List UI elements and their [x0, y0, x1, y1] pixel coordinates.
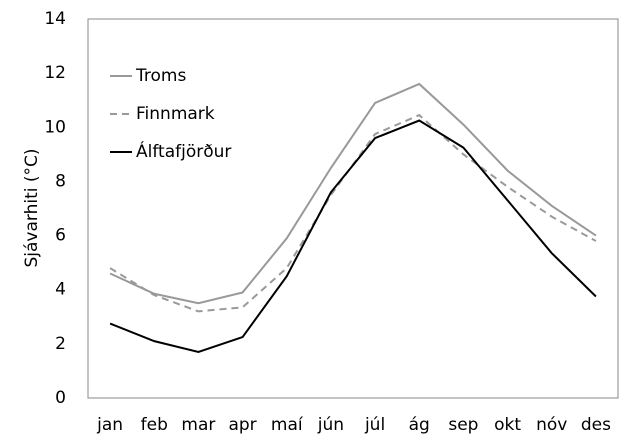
y-tick-label: 0	[55, 388, 66, 408]
y-tick-label: 6	[55, 226, 66, 246]
y-axis-label: Sjávarhiti (°C)	[22, 148, 42, 267]
y-tick-label: 4	[55, 280, 66, 300]
x-tick-label: feb	[141, 415, 168, 435]
y-tick-label: 10	[44, 117, 66, 137]
legend-label: Troms	[135, 66, 186, 86]
x-tick-label: jan	[96, 415, 123, 435]
y-tick-label: 8	[55, 171, 66, 191]
x-tick-label: nóv	[536, 415, 567, 435]
y-tick-label: 14	[44, 9, 66, 29]
x-tick-label: ág	[409, 415, 430, 435]
x-tick-label: sep	[448, 415, 478, 435]
y-tick-label: 12	[44, 63, 66, 83]
x-tick-label: maí	[271, 415, 304, 435]
series-line	[109, 82, 597, 305]
x-tick-label: apr	[228, 415, 256, 435]
x-tick-label: jún	[317, 415, 344, 435]
x-tick-label: mar	[181, 415, 215, 435]
legend-label: Finnmark	[136, 104, 215, 124]
y-tick-label: 2	[55, 334, 66, 354]
plot-frame	[87, 18, 619, 399]
x-tick-label: júl	[364, 415, 385, 435]
legend-label: Álftafjörður	[136, 140, 231, 162]
x-tick-label: okt	[494, 415, 521, 435]
x-tick-label: des	[581, 415, 611, 435]
series-line	[109, 119, 597, 354]
